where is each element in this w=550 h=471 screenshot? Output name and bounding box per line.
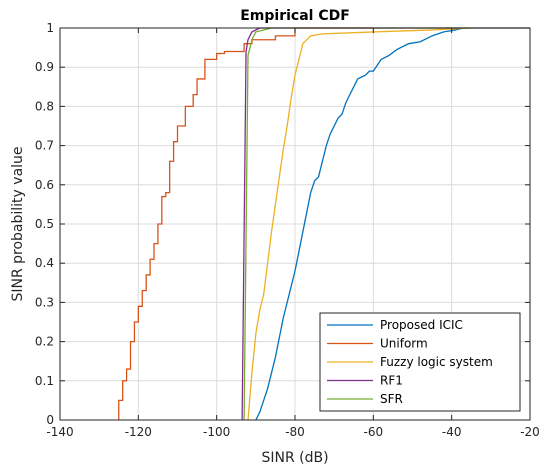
y-tick-label: 1 xyxy=(46,21,54,35)
y-tick-label: 0 xyxy=(46,413,54,427)
legend-label: Proposed ICIC xyxy=(380,318,463,332)
x-tick-label: -40 xyxy=(442,425,462,439)
x-axis-label: SINR (dB) xyxy=(261,450,328,466)
y-tick-label: 0.2 xyxy=(35,335,54,349)
y-tick-label: 0.4 xyxy=(35,256,54,270)
y-tick-label: 0.6 xyxy=(35,178,54,192)
chart-title: Empirical CDF xyxy=(240,8,350,24)
y-tick-label: 0.7 xyxy=(35,139,54,153)
x-tick-label: -140 xyxy=(46,425,73,439)
legend: Proposed ICIC Uniform Fuzzy logic system RF… xyxy=(320,313,520,411)
x-tick-label: -120 xyxy=(125,425,152,439)
y-tick-label: 0.5 xyxy=(35,217,54,231)
x-tick-label: -60 xyxy=(364,425,384,439)
legend-label: SFR xyxy=(380,392,403,406)
y-axis-label: SINR probability value xyxy=(10,146,26,301)
legend-label: Fuzzy logic system xyxy=(380,355,493,369)
y-tick-label: 0.8 xyxy=(35,99,54,113)
x-tick-label: -80 xyxy=(285,425,305,439)
y-tick-label: 0.9 xyxy=(35,60,54,74)
legend-label: RF1 xyxy=(380,374,403,388)
y-tick-label: 0.3 xyxy=(35,295,54,309)
y-tick-label: 0.1 xyxy=(35,374,54,388)
x-tick-label: -20 xyxy=(520,425,540,439)
x-tick-label: -100 xyxy=(203,425,230,439)
legend-label: Uniform xyxy=(380,337,428,351)
